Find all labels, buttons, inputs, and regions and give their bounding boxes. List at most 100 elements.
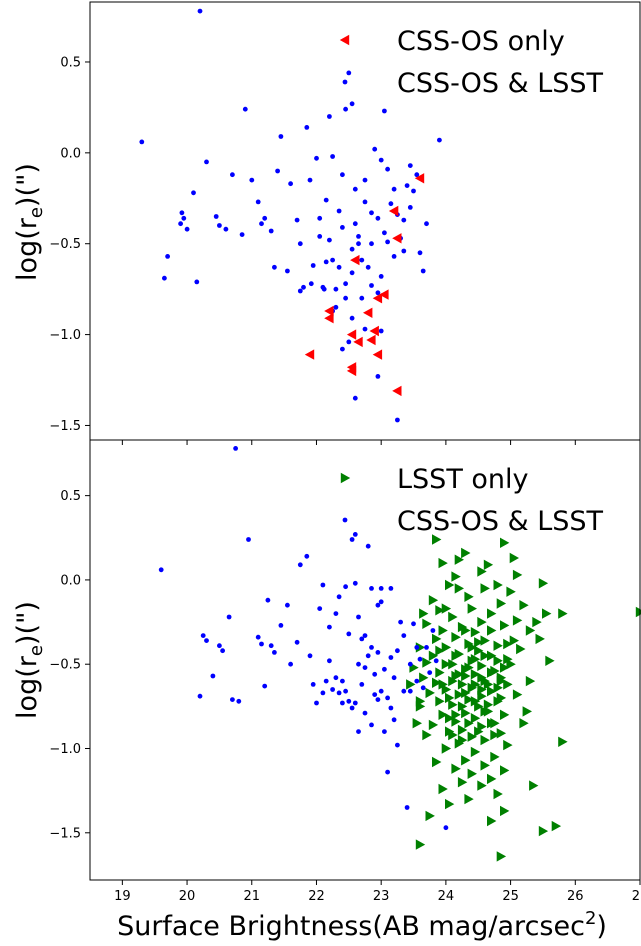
bottom-point-lsst-only [451, 709, 461, 720]
bottom-point-lsst-only [487, 686, 497, 697]
top-point-css-os-lsst [356, 241, 361, 247]
bottom-point-css-os-lsst [314, 700, 319, 706]
bottom-point-css-os-lsst [236, 698, 242, 704]
bottom-point-lsst-only [525, 625, 536, 636]
top-point-css-os-lsst [333, 304, 339, 310]
top-point-css-os-lsst [420, 268, 426, 274]
bottom-point-lsst-only [503, 679, 513, 690]
bottom-point-css-os-lsst [433, 658, 439, 664]
top-point-css-os-lsst [375, 374, 381, 379]
top-point-css-os-lsst [255, 199, 261, 205]
bottom-point-lsst-only [483, 699, 494, 710]
top-point-css-os-lsst [391, 186, 397, 192]
bottom-point-lsst-only [428, 719, 439, 731]
bottom-point-lsst-only [503, 654, 513, 665]
bottom-point-css-os-lsst [372, 671, 378, 677]
bottom-point-css-os-lsst [424, 645, 429, 650]
bottom-point-lsst-only [448, 659, 458, 670]
bottom-point-css-os-lsst [307, 653, 313, 659]
top-point-css-os-only [414, 173, 425, 184]
bottom-point-lsst-only [457, 777, 468, 788]
top-point-css-os-lsst [323, 259, 329, 265]
top-point-css-os-lsst [307, 177, 313, 183]
y-axis-label-bottom: log(re)(") [12, 601, 47, 719]
top-point-css-os-lsst [181, 215, 187, 221]
bottom-point-css-os-lsst [197, 693, 203, 699]
bottom-point-css-os-lsst [323, 678, 329, 684]
bottom-point-lsst-only [454, 669, 464, 680]
bottom-point-lsst-only [435, 696, 445, 707]
top-point-css-os-lsst [310, 263, 316, 268]
top-point-css-os-lsst [275, 168, 280, 174]
bottom-point-css-os-lsst [417, 656, 423, 662]
bottom-point-css-os-lsst [385, 695, 390, 701]
top-point-css-os-lsst [294, 217, 300, 223]
bottom-point-lsst-only [441, 642, 452, 653]
bottom-point-lsst-only [493, 682, 503, 693]
bottom-point-css-os-lsst [385, 769, 390, 775]
top-point-css-os-lsst [378, 328, 384, 334]
bottom-point-lsst-only [470, 654, 481, 665]
bottom-point-css-os-lsst [346, 631, 352, 637]
bottom-point-css-os-lsst [378, 599, 384, 605]
top-point-css-os-lsst [288, 181, 293, 187]
top-point-css-os-only [372, 349, 383, 360]
top-legend-marker-css-os-only [339, 34, 350, 46]
bottom-point-lsst-only [500, 662, 510, 673]
top-point-css-os-lsst [333, 286, 339, 292]
top-point-css-os-lsst [407, 205, 413, 210]
bottom-point-css-os-lsst [407, 661, 413, 667]
bottom-point-css-os-lsst [362, 633, 368, 638]
bottom-point-lsst-only [470, 746, 481, 758]
bottom-point-lsst-only [454, 583, 464, 594]
bottom-point-lsst-only [467, 731, 477, 742]
bottom-point-css-os-lsst [411, 621, 416, 627]
top-point-css-os-lsst [259, 221, 264, 227]
bottom-point-lsst-only [464, 694, 474, 705]
bottom-point-lsst-only [529, 780, 539, 791]
top-point-css-os-lsst [349, 270, 355, 276]
bottom-x-tick-label: 19 [114, 889, 131, 904]
bottom-point-css-os-lsst [340, 678, 345, 684]
top-point-css-os-lsst [343, 106, 348, 112]
bottom-point-lsst-only [438, 625, 448, 636]
bottom-point-lsst-only [438, 709, 448, 720]
bottom-point-css-os-lsst [304, 553, 310, 559]
bottom-point-lsst-only [415, 696, 426, 707]
top-point-css-os-lsst [395, 417, 400, 423]
bottom-point-lsst-only [509, 635, 519, 646]
top-point-css-os-lsst [349, 246, 355, 252]
top-point-css-os-lsst [327, 114, 332, 119]
bottom-point-lsst-only [503, 638, 513, 650]
top-point-css-os-lsst [382, 108, 387, 114]
bottom-point-lsst-only [457, 679, 468, 690]
bottom-point-css-os-lsst [369, 586, 374, 591]
bottom-point-lsst-only [470, 696, 481, 707]
top-point-css-os-lsst [242, 106, 248, 112]
bottom-point-lsst-only [432, 534, 442, 545]
bottom-x-ticks: 19 20 21 22 23 24 25 26 27 [114, 880, 641, 904]
bottom-point-css-os-lsst [346, 698, 352, 704]
top-point-css-os-lsst [352, 221, 358, 227]
bottom-point-lsst-only [422, 729, 432, 741]
bottom-point-lsst-only [464, 662, 474, 673]
bottom-legend-marker-css-os-lsst [342, 517, 348, 523]
bottom-y-tick-label: 0.5 [60, 489, 81, 504]
bottom-point-css-os-lsst [388, 705, 394, 711]
bottom-point-css-os-lsst [265, 597, 271, 603]
bottom-point-lsst-only [464, 718, 474, 729]
bottom-point-lsst-only [519, 718, 529, 729]
bottom-point-lsst-only [493, 655, 503, 666]
bottom-point-lsst-only [432, 633, 442, 645]
bottom-point-lsst-only [470, 669, 481, 680]
top-point-css-os-lsst [385, 166, 390, 172]
bottom-point-lsst-only [496, 692, 507, 704]
bottom-point-css-os-lsst [414, 678, 420, 684]
bottom-point-lsst-only [448, 699, 458, 710]
bottom-point-lsst-only [474, 645, 484, 656]
bottom-point-lsst-only [477, 684, 487, 695]
top-point-css-os-only [363, 307, 373, 318]
top-point-css-os-lsst [372, 146, 378, 152]
top-scatter-points [139, 8, 442, 423]
